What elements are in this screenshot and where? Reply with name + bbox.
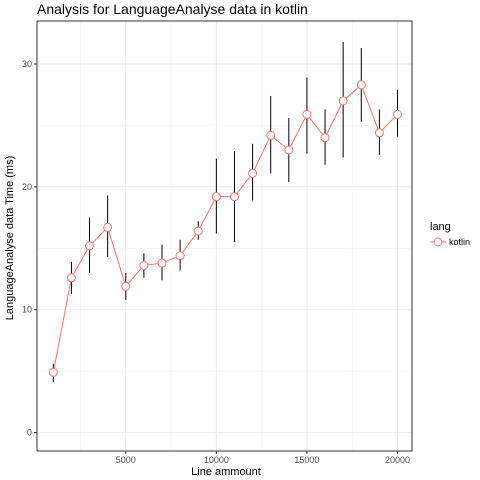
y-tick-label: 30: [22, 59, 32, 69]
data-point: [157, 258, 167, 268]
data-point: [193, 226, 203, 236]
data-point: [229, 192, 239, 202]
data-point: [248, 168, 258, 178]
chart-title: Analysis for LanguageAnalyse data in kot…: [37, 1, 308, 17]
data-point: [48, 367, 58, 377]
data-point: [284, 145, 294, 155]
data-point: [139, 260, 149, 270]
data-point: [103, 222, 113, 232]
data-point: [356, 80, 366, 90]
y-tick-label: 10: [22, 305, 32, 315]
plot-panel: 5000 10000 15000 20000 0 10 20 30: [22, 20, 413, 465]
data-point: [338, 96, 348, 106]
legend: lang kotlin: [430, 221, 470, 247]
x-tick-label: 15000: [294, 455, 319, 465]
legend-key-marker: [433, 237, 443, 247]
data-point: [211, 192, 221, 202]
data-point: [374, 128, 384, 138]
data-point: [85, 241, 95, 251]
y-axis-label: LanguageAnalyse data Time (ms): [4, 156, 16, 320]
x-tick-label: 5000: [116, 455, 136, 465]
data-point: [320, 133, 330, 143]
legend-label-kotlin: kotlin: [449, 237, 470, 247]
data-point: [266, 130, 276, 140]
data-point: [66, 273, 76, 283]
legend-title: lang: [430, 221, 451, 233]
x-tick-label: 20000: [385, 455, 410, 465]
plot-border: [36, 20, 413, 452]
x-tick-label: 10000: [204, 455, 229, 465]
data-point: [302, 109, 312, 119]
data-point: [175, 251, 185, 261]
data-point: [393, 109, 403, 119]
y-tick-label: 20: [22, 182, 32, 192]
series-line-kotlin: [52, 84, 398, 373]
data-point: [121, 281, 131, 291]
x-axis-label: Line ammount: [191, 466, 261, 478]
y-tick-label: 0: [27, 428, 32, 438]
